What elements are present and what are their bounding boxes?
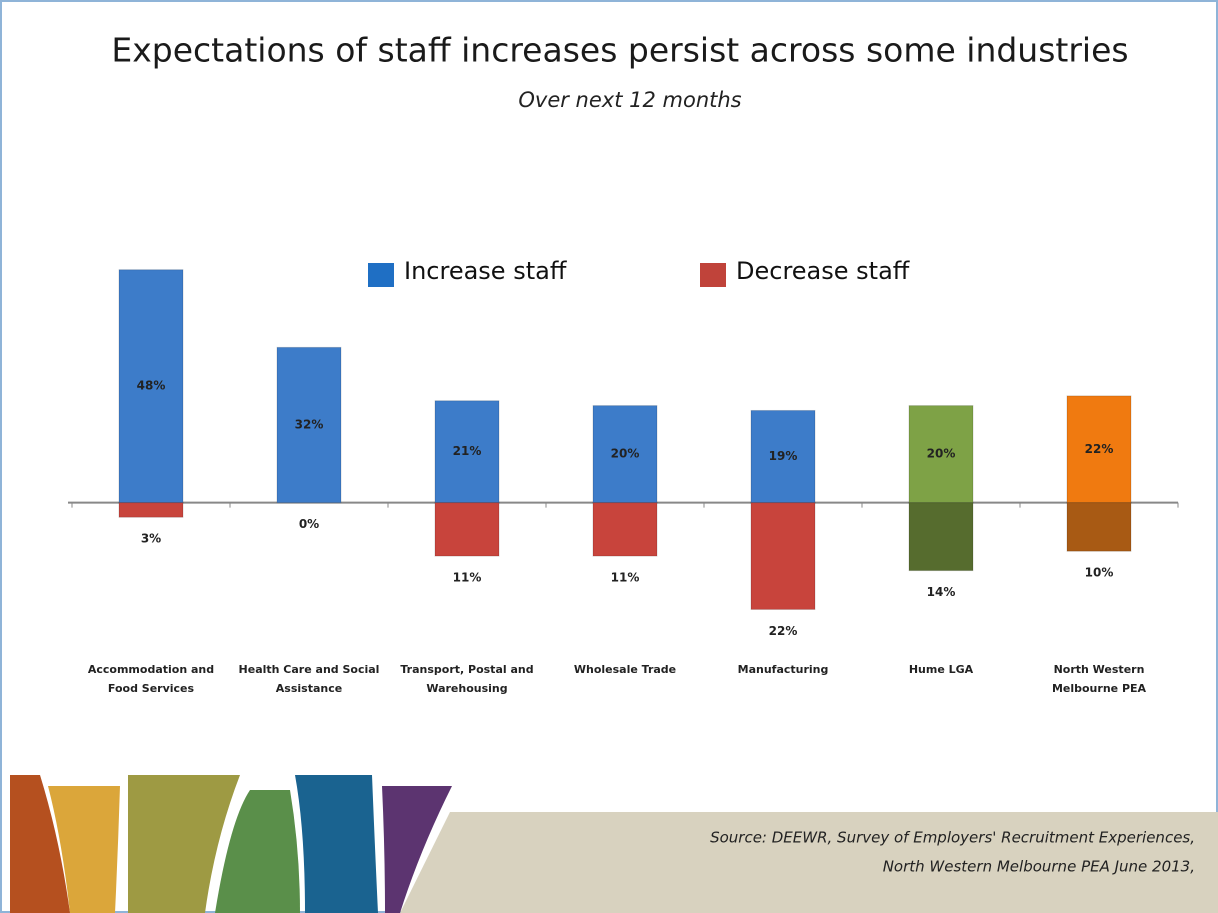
bar xyxy=(276,346,342,504)
bar xyxy=(118,502,184,518)
value-label: 19% xyxy=(769,449,798,463)
legend-label: Increase staff xyxy=(404,257,567,285)
x-tick-label: Health Care and Social Assistance xyxy=(238,663,380,695)
value-label: 3% xyxy=(141,532,161,546)
bar xyxy=(592,405,658,504)
legend-swatch xyxy=(700,263,726,287)
value-label: 0% xyxy=(299,517,319,531)
x-tick-label: Hume LGA xyxy=(908,663,974,676)
value-label: 22% xyxy=(1085,442,1114,456)
value-label: 21% xyxy=(453,444,482,458)
value-label: 20% xyxy=(927,447,956,461)
footer-shape xyxy=(48,786,120,913)
value-label: 20% xyxy=(611,447,640,461)
value-label: 22% xyxy=(769,624,798,638)
legend-label: Decrease staff xyxy=(736,257,910,285)
bar xyxy=(750,502,816,610)
chart-subtitle: Over next 12 months xyxy=(518,88,741,112)
x-tick-label: Wholesale Trade xyxy=(573,663,677,676)
value-label: 14% xyxy=(927,585,956,599)
x-tick-label: Manufacturing xyxy=(737,663,829,676)
legend-swatch xyxy=(368,263,394,287)
source-note: North Western Melbourne PEA June 2013, xyxy=(883,858,1195,876)
x-tick-label: North Western Melbourne PEA xyxy=(1051,663,1147,695)
bar xyxy=(592,502,658,557)
value-label: 11% xyxy=(611,571,640,585)
footer-band xyxy=(400,812,1218,913)
chart-title: Expectations of staff increases persist … xyxy=(111,31,1128,70)
bar xyxy=(118,269,184,504)
footer-shape xyxy=(382,786,452,913)
footer-shape xyxy=(128,775,240,913)
bar xyxy=(908,502,974,572)
footer-shape xyxy=(295,775,378,913)
bar xyxy=(1066,395,1132,504)
value-label: 48% xyxy=(137,379,166,393)
bar xyxy=(434,502,500,557)
value-label: 32% xyxy=(295,418,324,432)
bar xyxy=(1066,502,1132,552)
value-label: 11% xyxy=(453,571,482,585)
x-tick-label: Transport, Postal and Warehousing xyxy=(400,663,534,695)
footer-shape xyxy=(10,775,70,913)
footer-shape xyxy=(215,790,300,913)
value-label: 10% xyxy=(1085,566,1114,580)
bar xyxy=(434,400,500,504)
source-note: Source: DEEWR, Survey of Employers' Recr… xyxy=(710,829,1195,847)
bar xyxy=(750,409,816,504)
x-tick-label: Accommodation and Food Services xyxy=(87,663,215,695)
